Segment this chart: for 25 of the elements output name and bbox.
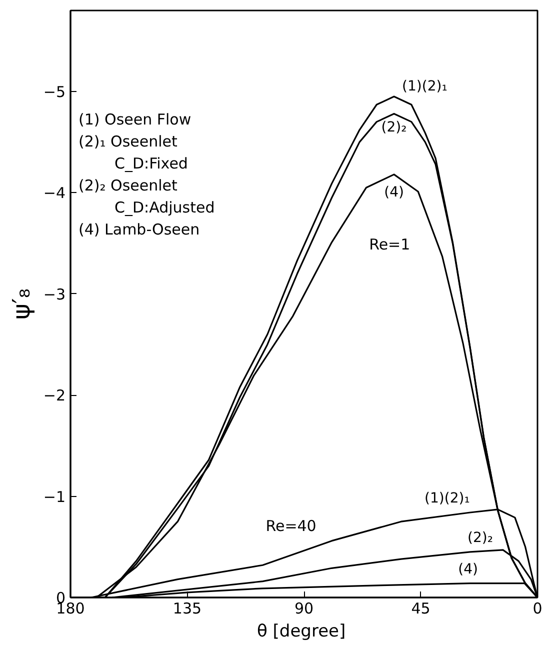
series-label: (2)₂ bbox=[468, 530, 494, 546]
y-tick-label: −3 bbox=[43, 285, 66, 304]
annotation: (1) Oseen Flow bbox=[78, 110, 192, 128]
x-tick-label: 90 bbox=[294, 600, 314, 618]
x-tick-label: 0 bbox=[532, 600, 542, 618]
series-label: (4) bbox=[384, 184, 404, 200]
y-tick-label: −1 bbox=[43, 488, 66, 506]
annotation: C_D:Adjusted bbox=[114, 198, 215, 216]
annotation: C_D:Fixed bbox=[114, 154, 188, 172]
y-tick-label: −5 bbox=[43, 82, 66, 101]
x-tick-label: 45 bbox=[411, 600, 430, 618]
annotation: Re=1 bbox=[369, 235, 410, 254]
annotation: (2)₁ Oseenlet bbox=[78, 132, 178, 150]
x-axis-title: θ [degree] bbox=[256, 622, 346, 642]
y-axis-title: ψ′₈ bbox=[7, 288, 36, 320]
series-label: (2)₂ bbox=[381, 120, 407, 136]
series-label: (4) bbox=[458, 561, 478, 578]
series-label: (1)(2)₁ bbox=[424, 490, 470, 506]
series-label: (1)(2)₁ bbox=[402, 78, 448, 95]
x-tick-label: 135 bbox=[172, 600, 202, 618]
annotation: Re=40 bbox=[266, 516, 316, 535]
y-tick-label: −2 bbox=[43, 386, 66, 405]
y-tick-label: −4 bbox=[43, 184, 66, 202]
annotation: (4) Lamb-Oseen bbox=[78, 220, 200, 238]
annotation: (2)₂ Oseenlet bbox=[78, 176, 178, 194]
